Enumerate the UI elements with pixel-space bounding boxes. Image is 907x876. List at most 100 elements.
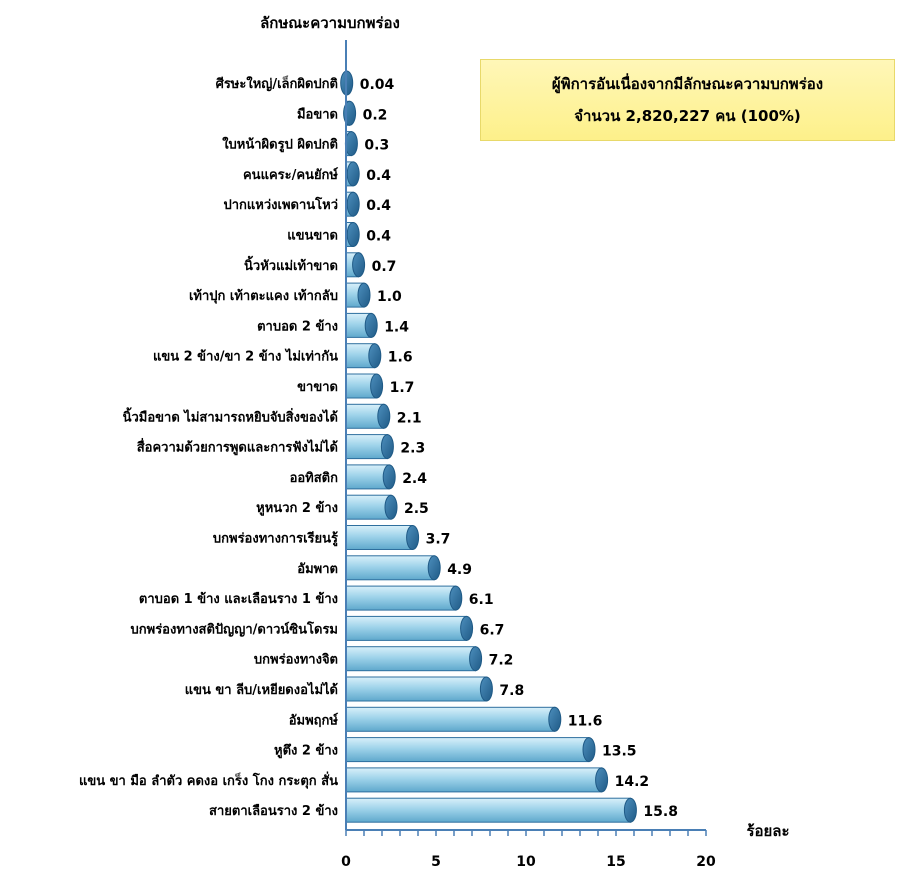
bar-group: อัมพาต 4.9 xyxy=(297,555,472,581)
bar-group: ขาขาด 1.7 xyxy=(297,373,415,399)
category-label: ศีรษะใหญ่/เล็กผิดปกติ xyxy=(216,74,338,92)
bar xyxy=(345,767,603,793)
category-label: แขนขาด xyxy=(287,229,338,244)
bar-group: เท้าปุก เท้าตะแคง เท้ากลับ 1.0 xyxy=(189,282,402,308)
value-label: 0.7 xyxy=(372,259,397,275)
bar-end-cap xyxy=(449,585,463,611)
bar-group: แขนขาด 0.4 xyxy=(287,222,391,247)
bar-group: แขน ขา ลีบ/เหยียดงอไม่ได้ 7.8 xyxy=(185,676,524,702)
value-label: 14.2 xyxy=(615,774,650,790)
bar-group: สื่อความด้วยการพูดและการฟังไม่ได้ 2.3 xyxy=(137,434,425,460)
info-box-line2: จำนวน 2,820,227 คน (100%) xyxy=(574,107,801,125)
category-label: บกพร่องทางการเรียนรู้ xyxy=(213,531,338,547)
bar-group: ตาบอด 2 ข้าง 1.4 xyxy=(257,312,409,338)
bar-group: ใบหน้าผิดรูป ผิดปกติ 0.3 xyxy=(222,131,389,157)
bar-end-cap xyxy=(370,373,384,399)
category-label: แขน ขา มือ ลำตัว คดงอ เกร็ง โกง กระตุก ส… xyxy=(79,771,338,789)
category-label: อัมพฤกษ์ xyxy=(289,712,339,728)
bar-group: แขน ขา มือ ลำตัว คดงอ เกร็ง โกง กระตุก ส… xyxy=(79,767,650,793)
bar-group: ออทิสติก 2.4 xyxy=(290,464,427,490)
x-tick-label: 15 xyxy=(606,854,625,870)
category-label: ตาบอด 2 ข้าง xyxy=(257,318,338,334)
category-label: ปากแหว่งเพดานโหว่ xyxy=(223,196,338,213)
value-label: 0.2 xyxy=(363,107,388,123)
bar-end-cap xyxy=(406,525,420,550)
bar-end-cap xyxy=(384,494,398,520)
category-label: ตาบอด 1 ข้าง และเลือนราง 1 ข้าง xyxy=(139,591,338,607)
category-label: แขน ขา ลีบ/เหยียดงอไม่ได้ xyxy=(185,681,338,698)
value-label: 13.5 xyxy=(602,744,637,760)
value-label: 3.7 xyxy=(426,532,451,548)
category-label: อัมพาต xyxy=(297,562,338,577)
category-label: บกพร่องทางจิต xyxy=(254,653,338,668)
bar xyxy=(345,737,590,763)
bar-group: บกพร่องทางสติปัญญา/ดาวน์ซินโดรม 6.7 xyxy=(131,615,505,641)
bar xyxy=(345,676,487,702)
category-label: แขน 2 ข้าง/ขา 2 ข้าง ไม่เท่ากัน xyxy=(153,348,338,365)
bar-group: อัมพฤกษ์ 11.6 xyxy=(289,706,603,732)
info-box: ผู้พิการอันเนื่องจากมีลักษณะความบกพร่อง … xyxy=(480,59,895,141)
bar-end-cap xyxy=(582,737,596,763)
bar-group: ตาบอด 1 ข้าง และเลือนราง 1 ข้าง 6.1 xyxy=(139,585,494,611)
bar-end-cap xyxy=(346,222,360,247)
bar-end-cap xyxy=(380,434,394,460)
bar-end-cap xyxy=(460,615,474,641)
x-tick-label: 0 xyxy=(341,854,351,870)
bar-end-cap xyxy=(346,191,360,217)
bar-end-cap xyxy=(346,161,360,187)
bar-end-cap xyxy=(548,706,562,732)
bar xyxy=(345,525,414,550)
value-label: 4.9 xyxy=(447,562,472,578)
value-label: 11.6 xyxy=(568,713,603,729)
bar xyxy=(345,555,435,581)
bar-group: ศีรษะใหญ่/เล็กผิดปกติ 0.04 xyxy=(216,70,395,96)
bar xyxy=(345,585,457,611)
value-label: 2.1 xyxy=(397,410,422,426)
bar xyxy=(345,706,556,732)
value-label: 6.1 xyxy=(469,592,494,608)
category-label: สายตาเลือนราง 2 ข้าง xyxy=(209,803,338,819)
category-label: นิ้วมือขาด ไม่สามารถหยิบจับสิ่งของได้ xyxy=(123,406,338,425)
bar-group: มือขาด 0.2 xyxy=(297,100,388,126)
category-label: เท้าปุก เท้าตะแคง เท้ากลับ xyxy=(189,288,338,304)
category-label: ใบหน้าผิดรูป ผิดปกติ xyxy=(222,136,338,153)
value-label: 1.0 xyxy=(377,289,402,305)
value-label: 1.6 xyxy=(388,350,413,366)
bar xyxy=(345,646,477,672)
value-label: 0.4 xyxy=(366,229,391,245)
category-label: บกพร่องทางสติปัญญา/ดาวน์ซินโดรม xyxy=(131,620,339,637)
bar-group: หูตึง 2 ข้าง 13.5 xyxy=(274,737,637,763)
value-label: 2.5 xyxy=(404,501,429,517)
bar-group: นิ้วหัวแม่เท้าขาด 0.7 xyxy=(244,252,397,278)
bar-group: คนแคระ/คนยักษ์ 0.4 xyxy=(243,161,391,187)
bar-end-cap xyxy=(427,555,441,581)
category-label: นิ้วหัวแม่เท้าขาด xyxy=(244,255,338,274)
bar-group: บกพร่องทางการเรียนรู้ 3.7 xyxy=(213,525,451,550)
value-label: 6.7 xyxy=(480,622,505,638)
y-axis-title: ลักษณะความบกพร่อง xyxy=(260,14,400,32)
value-label: 0.04 xyxy=(360,77,395,93)
category-label: ขาขาด xyxy=(297,380,338,395)
bar-group: นิ้วมือขาด ไม่สามารถหยิบจับสิ่งของได้ 2.1 xyxy=(123,403,422,429)
value-label: 15.8 xyxy=(643,804,678,820)
bar xyxy=(345,494,392,520)
category-label: คนแคระ/คนยักษ์ xyxy=(243,167,338,183)
category-label: ออทิสติก xyxy=(290,471,339,486)
bar-end-cap xyxy=(368,343,382,369)
bar-end-cap xyxy=(357,282,371,308)
value-label: 0.3 xyxy=(364,138,389,154)
category-label: มือขาด xyxy=(297,106,338,122)
bar-end-cap xyxy=(344,131,358,157)
bar-end-cap xyxy=(352,252,366,278)
value-label: 1.7 xyxy=(390,380,415,396)
category-label: หูตึง 2 ข้าง xyxy=(274,743,338,759)
bar-end-cap xyxy=(364,312,378,338)
x-tick-label: 20 xyxy=(696,854,716,870)
bar-end-cap xyxy=(469,646,483,672)
bar-group: ปากแหว่งเพดานโหว่ 0.4 xyxy=(223,191,391,217)
bar-group: บกพร่องทางจิต 7.2 xyxy=(254,646,513,672)
x-axis-title: ร้อยละ xyxy=(746,822,789,840)
value-label: 1.4 xyxy=(384,319,409,335)
bar-end-cap xyxy=(382,464,396,490)
